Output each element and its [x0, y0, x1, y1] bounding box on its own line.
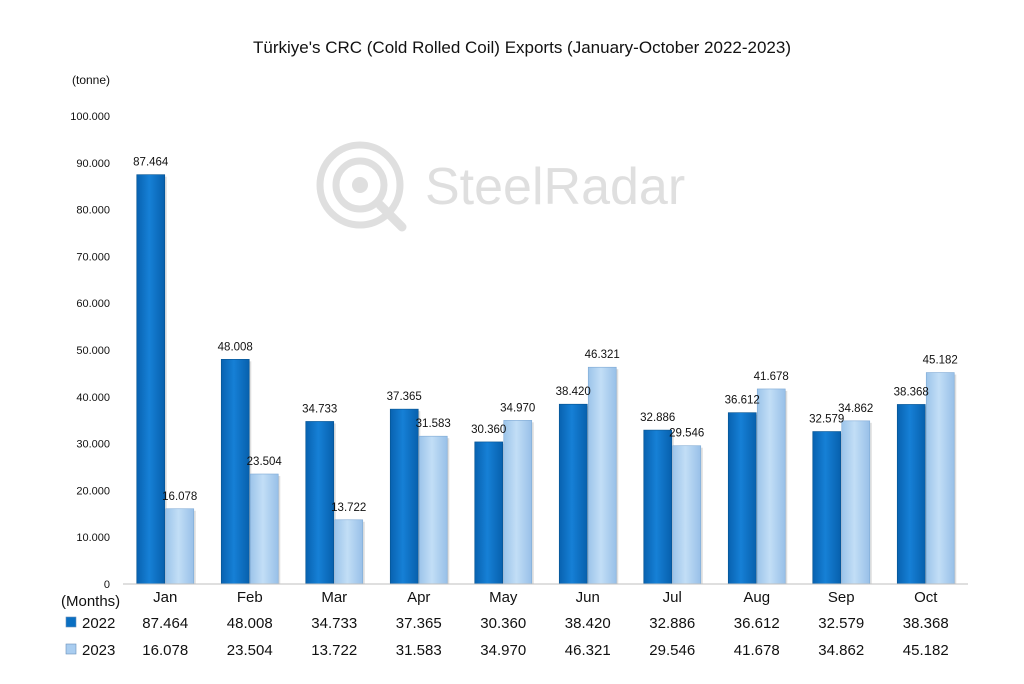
bar-2022-sep — [812, 431, 842, 585]
y-axis-ticks: 0 10.000 20.000 30.000 40.000 50.000 60.000 70.… — [70, 111, 110, 591]
category-label-jul: Jul — [663, 589, 682, 606]
data-label-2022-feb: 48.008 — [218, 341, 253, 353]
y-tick-label: 100.000 — [70, 111, 110, 123]
data-label-2023-aug: 41.678 — [754, 371, 789, 383]
table-cell-2023-feb: 23.504 — [227, 642, 273, 659]
y-tick-label: 60.000 — [76, 298, 110, 310]
bar-2022-mar — [305, 421, 335, 585]
bar-2022-jun — [558, 403, 588, 585]
data-label-2023-apr: 31.583 — [416, 418, 451, 430]
bar-2023-aug — [756, 388, 786, 585]
table-cell-2022-jun: 38.420 — [565, 615, 611, 632]
table-cell-2023-jul: 29.546 — [649, 642, 695, 659]
y-tick-label: 40.000 — [76, 392, 110, 404]
radar-logo-icon — [316, 141, 407, 232]
bar-2023-jul — [672, 445, 702, 585]
table-cell-2022-jul: 32.886 — [649, 615, 695, 632]
bar-2023-jan — [165, 508, 195, 585]
legend-swatch-2023 — [65, 643, 77, 655]
table-cell-2023-jan: 16.078 — [142, 642, 188, 659]
data-label-2023-oct: 45.182 — [923, 355, 958, 367]
category-label-oct: Oct — [914, 589, 938, 606]
bar-2022-aug — [727, 412, 757, 585]
table-cell-2022-feb: 48.008 — [227, 615, 273, 632]
data-label-2023-jun: 46.321 — [585, 349, 620, 361]
table-cell-2023-apr: 31.583 — [396, 642, 442, 659]
bar-2023-may — [503, 420, 533, 585]
data-labels: 87.464 16.078 48.008 23.504 34.733 13.722 37.3… — [133, 157, 958, 514]
data-label-2022-oct: 38.368 — [894, 386, 929, 398]
category-labels: Jan Feb Mar Apr May Jun Jul Aug Sep Oct — [153, 589, 938, 606]
category-label-jan: Jan — [153, 589, 177, 606]
bar-2022-jul — [643, 429, 673, 585]
bar-2022-oct — [896, 404, 926, 585]
data-label-2022-jun: 38.420 — [556, 386, 591, 398]
table-cell-2023-jun: 46.321 — [565, 642, 611, 659]
data-label-2022-jan: 87.464 — [133, 157, 169, 169]
legend-swatch-2022 — [65, 616, 77, 628]
table-cell-2023-sep: 34.862 — [818, 642, 864, 659]
table-cell-2022-aug: 36.612 — [734, 615, 780, 632]
data-label-2022-may: 30.360 — [471, 424, 506, 436]
bar-2022-jan — [136, 174, 166, 585]
category-label-sep: Sep — [828, 589, 855, 606]
data-table-header-label: (Months) — [61, 593, 120, 610]
y-tick-label: 10.000 — [76, 532, 110, 544]
bar-2023-mar — [334, 519, 364, 585]
data-label-2023-sep: 34.862 — [838, 403, 873, 415]
table-cell-2023-mar: 13.722 — [311, 642, 357, 659]
data-label-2023-mar: 13.722 — [331, 502, 366, 514]
data-label-2022-jul: 32.886 — [640, 412, 675, 424]
y-tick-label: 30.000 — [76, 439, 110, 451]
bar-2022-apr — [389, 408, 419, 585]
data-table-cells: 87.464 16.078 48.008 23.504 34.733 13.722 37.3… — [142, 615, 948, 659]
y-tick-label: 20.000 — [76, 485, 110, 497]
data-label-2022-mar: 34.733 — [302, 403, 337, 415]
data-label-2022-apr: 37.365 — [387, 391, 422, 403]
y-axis-unit-label: (tonne) — [72, 73, 110, 87]
chart-title: Türkiye's CRC (Cold Rolled Coil) Exports… — [253, 38, 791, 57]
watermark-text: SteelRadar — [425, 158, 685, 216]
bars — [136, 174, 957, 585]
table-cell-2022-apr: 37.365 — [396, 615, 442, 632]
data-table: (Months) 2022 2023 87.464 16.078 48.008 23.… — [61, 593, 949, 659]
category-label-mar: Mar — [321, 589, 347, 606]
bar-2023-apr — [418, 435, 448, 585]
category-label-may: May — [489, 589, 518, 606]
bar-2023-sep — [841, 420, 871, 585]
y-tick-label: 80.000 — [76, 205, 110, 217]
bar-2023-feb — [249, 473, 279, 585]
category-label-apr: Apr — [407, 589, 430, 606]
y-tick-label: 70.000 — [76, 251, 110, 263]
table-cell-2022-sep: 32.579 — [818, 615, 864, 632]
table-cell-2023-may: 34.970 — [480, 642, 526, 659]
bar-2022-feb — [220, 359, 250, 585]
bar-2023-jun — [587, 366, 617, 585]
table-cell-2023-oct: 45.182 — [903, 642, 949, 659]
legend-label-2022: 2022 — [82, 615, 115, 632]
data-label-2022-aug: 36.612 — [725, 395, 760, 407]
watermark: SteelRadar — [316, 141, 685, 232]
table-cell-2022-may: 30.360 — [480, 615, 526, 632]
data-label-2022-sep: 32.579 — [809, 414, 844, 426]
data-label-2023-jul: 29.546 — [669, 428, 704, 440]
category-label-aug: Aug — [743, 589, 770, 606]
bar-2022-may — [474, 441, 504, 585]
table-cell-2022-jan: 87.464 — [142, 615, 188, 632]
y-tick-label: 90.000 — [76, 158, 110, 170]
category-label-jun: Jun — [576, 589, 600, 606]
data-label-2023-jan: 16.078 — [162, 491, 197, 503]
y-tick-label: 0 — [104, 579, 110, 591]
category-label-feb: Feb — [237, 589, 263, 606]
bar-2023-oct — [925, 372, 955, 585]
data-label-2023-may: 34.970 — [500, 402, 535, 414]
table-cell-2022-mar: 34.733 — [311, 615, 357, 632]
y-tick-label: 50.000 — [76, 345, 110, 357]
table-cell-2023-aug: 41.678 — [734, 642, 780, 659]
legend-label-2023: 2023 — [82, 642, 115, 659]
table-cell-2022-oct: 38.368 — [903, 615, 949, 632]
data-label-2023-feb: 23.504 — [247, 456, 283, 468]
